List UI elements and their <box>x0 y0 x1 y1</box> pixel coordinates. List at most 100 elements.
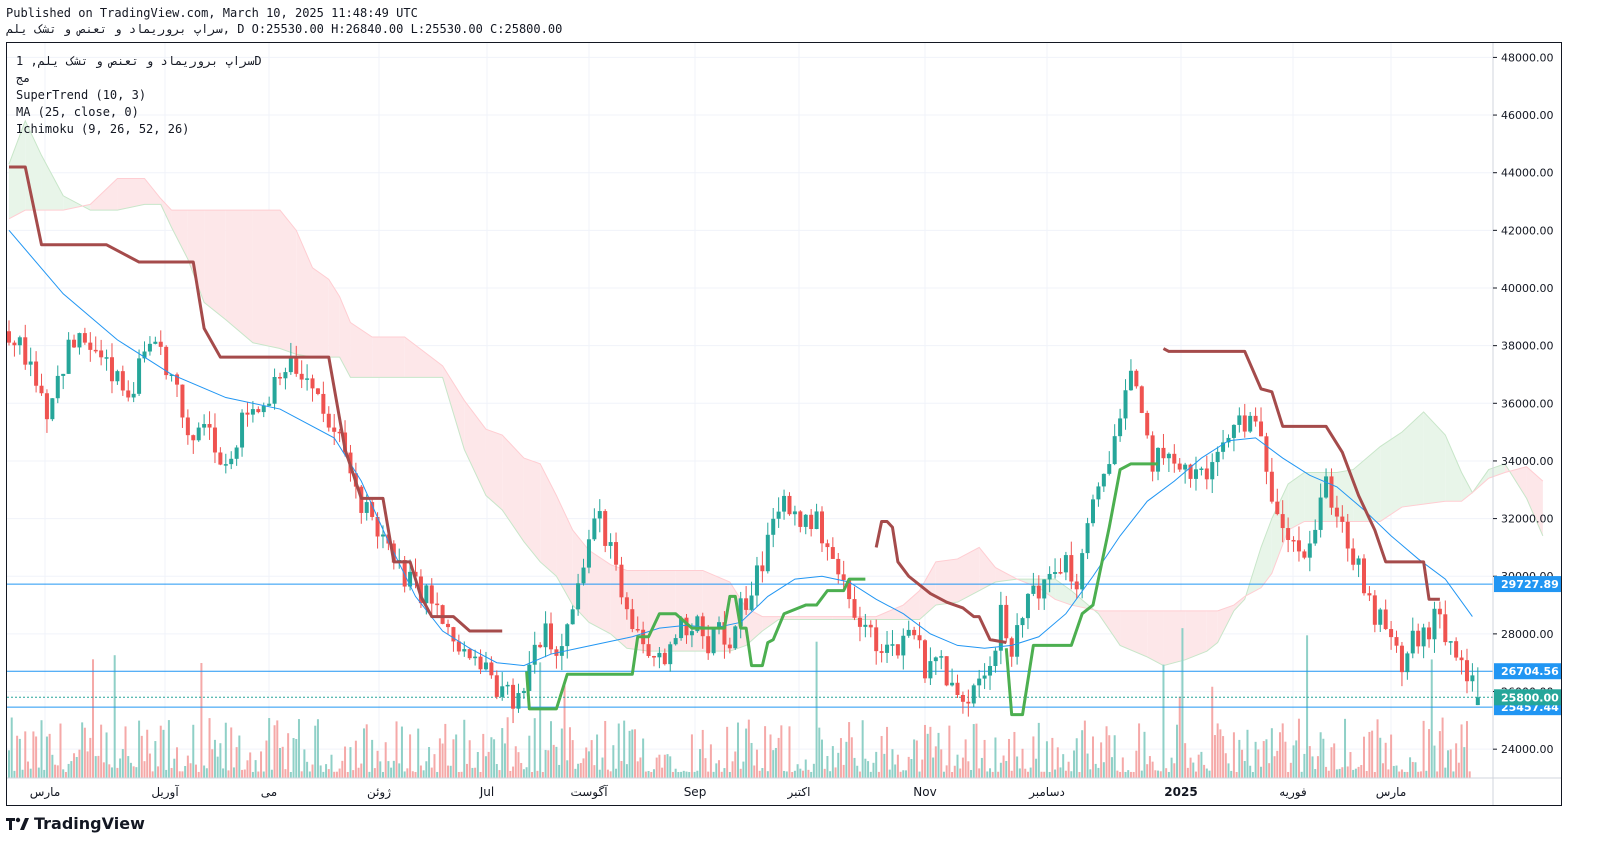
candle-body <box>66 339 71 374</box>
candle-body <box>299 373 304 380</box>
price-chart[interactable]: 48000.00 46000.00 44000.00 42000.00 40000.00… <box>7 43 1561 805</box>
candle-body <box>977 678 982 686</box>
volume-bar <box>254 760 257 778</box>
volume-bar <box>354 740 357 778</box>
candle-body <box>28 361 33 365</box>
candle-body <box>820 511 824 544</box>
volume-bar <box>880 736 883 778</box>
volume-bar <box>1460 724 1463 778</box>
volume-bar <box>815 641 818 778</box>
candle-body <box>765 534 770 572</box>
cloud-segment <box>1217 605 1234 643</box>
candle-body <box>744 598 749 610</box>
price-tick-label: 38000.00 <box>1501 340 1554 353</box>
volume-bar <box>1173 763 1176 778</box>
legend-supertrend[interactable]: SuperTrend (10, 3) <box>16 88 147 102</box>
volume-bar <box>192 724 195 778</box>
legend-ichimoku[interactable]: Ichimoku (9, 26, 52, 26) <box>16 122 190 136</box>
volume-bar <box>997 771 1000 778</box>
tradingview-logo[interactable]: TradingView <box>6 814 145 833</box>
volume-bar <box>449 765 452 778</box>
volume-bar <box>774 747 777 778</box>
volume-bar <box>1392 765 1395 778</box>
volume-bar <box>392 760 395 778</box>
volume-bar <box>100 724 103 778</box>
volume-bar <box>945 765 948 778</box>
volume-bar <box>1227 763 1230 778</box>
volume-bar <box>503 743 506 778</box>
volume-bar <box>1129 771 1132 778</box>
candle-body <box>1248 415 1253 432</box>
volume-bar <box>314 725 317 778</box>
price-tick-label: 46000.00 <box>1501 109 1554 122</box>
candle-body <box>1269 471 1274 502</box>
volume-bar <box>823 768 826 778</box>
time-tick-label: Nov <box>913 785 936 799</box>
candle-body <box>516 693 521 709</box>
volume-bar <box>24 731 27 778</box>
volume-bar <box>468 740 471 778</box>
volume-bar <box>1157 770 1160 778</box>
chart-frame[interactable]: 48000.00 46000.00 44000.00 42000.00 40000.00… <box>6 42 1562 806</box>
candle-body <box>446 623 451 628</box>
volume-bar <box>1344 718 1347 778</box>
volume-bar <box>1108 735 1111 778</box>
candle-body <box>1410 630 1415 654</box>
volume-bar <box>1325 766 1328 778</box>
volume-bar <box>1441 717 1444 778</box>
volume-bar <box>16 735 19 778</box>
volume-bar <box>135 767 138 778</box>
cloud-segment <box>312 267 329 358</box>
volume-bar <box>194 764 197 778</box>
volume-bar <box>390 767 393 778</box>
volume-bar <box>1428 729 1431 778</box>
candle-body <box>185 417 190 436</box>
volume-bar <box>241 769 244 778</box>
volume-bar <box>430 767 433 778</box>
candle-body <box>1156 447 1161 472</box>
candle-body <box>1399 645 1404 673</box>
candle-body <box>624 597 629 610</box>
volume-bar <box>1406 771 1409 778</box>
volume-bar <box>761 768 764 778</box>
volume-bar <box>1159 771 1162 778</box>
candle-body <box>326 413 331 428</box>
candle-body <box>451 627 456 642</box>
candle-body <box>1036 585 1041 599</box>
cloud-segment <box>556 495 573 606</box>
candle-body <box>131 393 136 398</box>
volume-bar <box>701 729 704 778</box>
volume-bar <box>465 763 468 778</box>
volume-bar <box>728 771 731 778</box>
legend-ma[interactable]: MA (25, close, 0) <box>16 105 139 119</box>
volume-bar <box>308 771 311 778</box>
volume-bar <box>769 734 772 778</box>
volume-bar <box>983 739 986 778</box>
volume-bar <box>550 721 552 778</box>
volume-bar <box>92 659 95 778</box>
volume-bar <box>222 768 225 778</box>
volume-bar <box>1333 743 1336 778</box>
candle-body <box>1443 614 1448 643</box>
volume-bar <box>32 731 35 778</box>
legend-subtitle: مج <box>16 71 31 85</box>
volume-bar <box>64 771 67 778</box>
volume-bar <box>387 761 390 778</box>
volume-bar <box>923 724 926 778</box>
volume-bar <box>35 736 38 778</box>
volume-bar <box>736 722 739 778</box>
volume-bar <box>303 749 306 778</box>
supertrend-down-line <box>9 165 503 633</box>
volume-bar <box>1373 771 1376 778</box>
candle-body <box>603 511 608 546</box>
volume-bar <box>311 764 314 778</box>
price-tick-label: 44000.00 <box>1501 167 1554 180</box>
volume-bar <box>520 762 523 778</box>
candle-body <box>196 427 201 441</box>
candle-body <box>478 656 483 670</box>
volume-bar <box>615 768 618 778</box>
senkou-span-a <box>8 119 1544 667</box>
volume-bar <box>327 769 330 778</box>
volume-bar <box>1354 768 1357 778</box>
candle-body <box>93 349 98 352</box>
